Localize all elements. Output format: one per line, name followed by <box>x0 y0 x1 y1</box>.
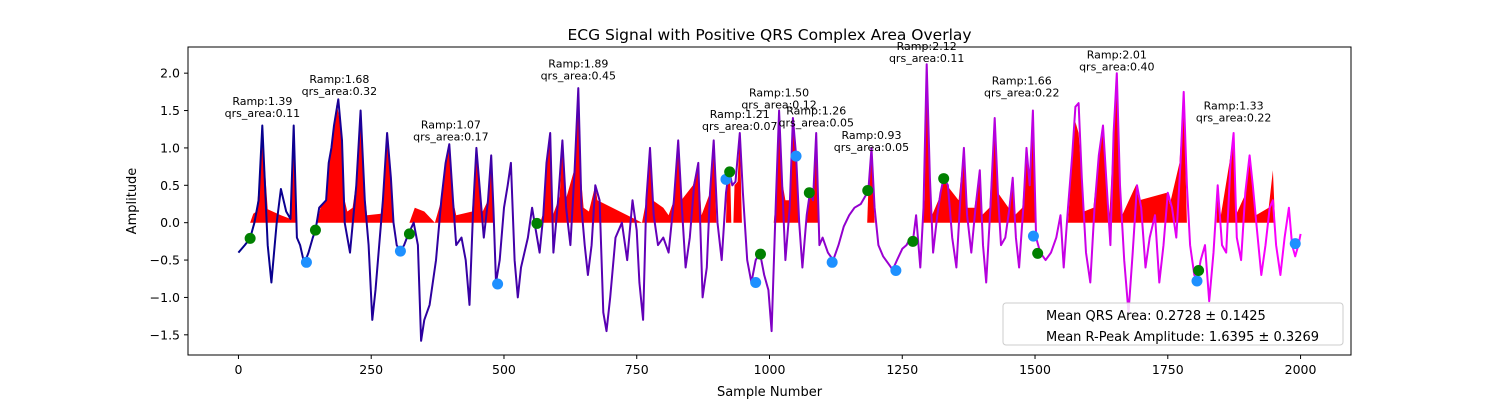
qrs-onset-marker <box>531 217 543 229</box>
annotation-qrs-area: qrs_area:0.22 <box>984 87 1059 100</box>
legend-entry-qrs-area: Mean QRS Area: 0.2728 ± 0.1425 <box>1046 309 1266 324</box>
qrs-offset-marker <box>826 256 838 268</box>
annotation-ramp: Ramp:1.66 <box>992 75 1052 88</box>
x-tick-label: 2000 <box>1285 362 1317 377</box>
y-tick-label: 1.5 <box>160 103 180 118</box>
qrs-area-fill-9 <box>1068 73 1187 223</box>
qrs-area-fill-1 <box>317 103 394 223</box>
annotation-qrs-area: qrs_area:0.32 <box>302 85 377 98</box>
x-tick-label: 1750 <box>1152 362 1184 377</box>
qrs-offset-marker <box>890 265 902 277</box>
annotation-qrs-area: qrs_area:0.12 <box>741 99 816 112</box>
qrs-onset-marker <box>309 224 321 236</box>
qrs-offset-marker <box>790 150 802 162</box>
y-tick-label: −1.0 <box>150 290 180 305</box>
annotation-ramp: Ramp:1.39 <box>232 95 292 108</box>
annotation-ramp: Ramp:1.50 <box>749 87 809 100</box>
x-tick-label: 750 <box>625 362 649 377</box>
x-tick-label: 500 <box>492 362 516 377</box>
qrs-offset-marker <box>1191 275 1203 287</box>
annotation-qrs-area: qrs_area:0.45 <box>541 69 616 82</box>
x-axis-label: Sample Number <box>717 385 823 400</box>
annotation-ramp: Ramp:1.26 <box>786 104 846 117</box>
annotation-qrs-area: qrs_area:0.11 <box>225 107 300 120</box>
qrs-onset-marker <box>907 235 919 247</box>
qrs-onset-marker <box>938 173 950 185</box>
qrs-onset-marker <box>1193 265 1205 277</box>
annotation-qrs-area: qrs_area:0.17 <box>413 131 488 144</box>
ecg-signal-line <box>237 63 1302 342</box>
annotation-qrs-area: qrs_area:0.11 <box>889 52 964 65</box>
qrs-offset-marker <box>750 276 762 288</box>
annotation-ramp: Ramp:1.07 <box>421 119 481 132</box>
legend-entry-r-peak: Mean R-Peak Amplitude: 1.6395 ± 0.3269 <box>1046 330 1319 345</box>
qrs-onset-marker <box>244 232 256 244</box>
annotation-ramp: Ramp:1.33 <box>1204 99 1264 112</box>
qrs-onset-marker <box>803 187 815 199</box>
y-tick-label: 1.0 <box>160 140 180 155</box>
annotation-qrs-area: qrs_area:0.05 <box>778 116 853 129</box>
qrs-offset-marker <box>300 256 312 268</box>
annotation-ramp: Ramp:1.21 <box>710 108 770 121</box>
annotation-ramp: Ramp:2.01 <box>1087 48 1147 61</box>
x-tick-label: 1500 <box>1019 362 1051 377</box>
qrs-onset-marker <box>403 228 415 240</box>
y-tick-label: 0.5 <box>160 178 180 193</box>
qrs-area-fill-7 <box>867 147 875 223</box>
annotation-ramp: Ramp:1.89 <box>548 57 608 70</box>
qrs-area-fill-10 <box>1216 133 1276 223</box>
annotation-qrs-area: qrs_area:0.22 <box>1196 111 1271 124</box>
qrs-area-fill-4 <box>726 133 742 223</box>
annotation-qrs-area: qrs_area:0.05 <box>834 141 909 154</box>
annotation-qrs-area: qrs_area:0.40 <box>1079 60 1154 73</box>
legend-box <box>1002 302 1344 346</box>
qrs-offset-marker <box>1289 238 1301 250</box>
y-axis-label: Amplitude <box>125 168 140 235</box>
y-tick-label: 2.0 <box>160 66 180 81</box>
y-tick-label: 0.0 <box>160 215 180 230</box>
y-tick-label: −1.5 <box>150 327 180 342</box>
qrs-offset-marker <box>394 245 406 257</box>
qrs-onset-marker <box>724 166 736 178</box>
qrs-onset-marker <box>862 185 874 197</box>
x-tick-label: 250 <box>359 362 383 377</box>
x-tick-label: 0 <box>234 362 242 377</box>
qrs-onset-marker <box>1032 247 1044 259</box>
annotation-ramp: Ramp:0.93 <box>841 129 901 142</box>
y-tick-label: −0.5 <box>150 253 180 268</box>
x-tick-label: 1250 <box>886 362 918 377</box>
qrs-onset-marker <box>754 248 766 260</box>
annotation-ramp: Ramp:1.68 <box>309 73 369 86</box>
qrs-offset-marker <box>492 278 504 290</box>
qrs-offset-marker <box>1027 230 1039 242</box>
annotation-qrs-area: qrs_area:0.07 <box>702 120 777 133</box>
x-tick-label: 1000 <box>754 362 786 377</box>
chart-title: ECG Signal with Positive QRS Complex Are… <box>567 26 971 44</box>
legend: Mean QRS Area: 0.2728 ± 0.1425 Mean R-Pe… <box>1002 302 1344 346</box>
